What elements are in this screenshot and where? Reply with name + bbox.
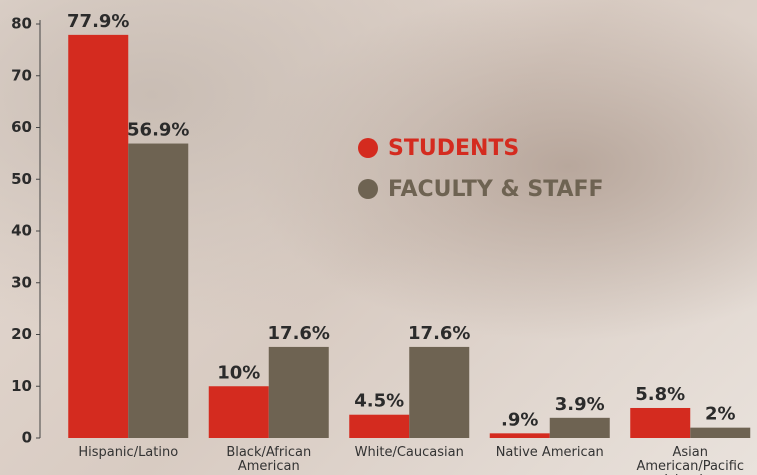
value-label: 17.6% [408,323,470,344]
y-tick-label: 10 [11,377,32,395]
y-tick-label: 20 [11,325,32,343]
bar [208,386,269,438]
x-tick-label: Native American [495,445,604,460]
bar [549,417,610,438]
x-tick-label: White/Caucasian [354,445,464,460]
y-tick-label: 80 [11,15,32,33]
legend-marker [358,179,378,199]
value-label: 10% [217,362,260,383]
value-label: 17.6% [268,323,330,344]
bar [128,143,189,439]
bar [489,433,550,438]
value-label: 5.8% [635,384,685,405]
x-tick-label: Asian American/Pacific Islander [636,445,745,475]
y-tick-label: 40 [11,222,32,240]
value-label: 56.9% [127,120,189,141]
legend-label: FACULTY & STAFF [388,177,604,202]
x-tick-label: Hispanic/Latino [78,445,179,460]
y-tick-label: 70 [11,66,32,84]
bar [349,414,410,438]
value-label: 77.9% [67,11,129,32]
x-tick-label: Black/African American [226,445,312,474]
bar [630,407,691,438]
value-label: 3.9% [555,394,605,415]
value-label: 4.5% [354,391,404,412]
legend-label: STUDENTS [388,136,519,161]
y-tick-label: 0 [22,429,32,447]
legend-marker [358,138,378,158]
value-label: 2% [705,404,736,425]
y-tick-label: 50 [11,170,32,188]
bar [68,34,129,439]
bar [409,346,470,438]
y-tick-label: 30 [11,273,32,291]
bar [268,346,329,438]
bar [690,427,751,438]
y-tick-label: 60 [11,118,32,136]
value-label: .9% [501,409,538,430]
